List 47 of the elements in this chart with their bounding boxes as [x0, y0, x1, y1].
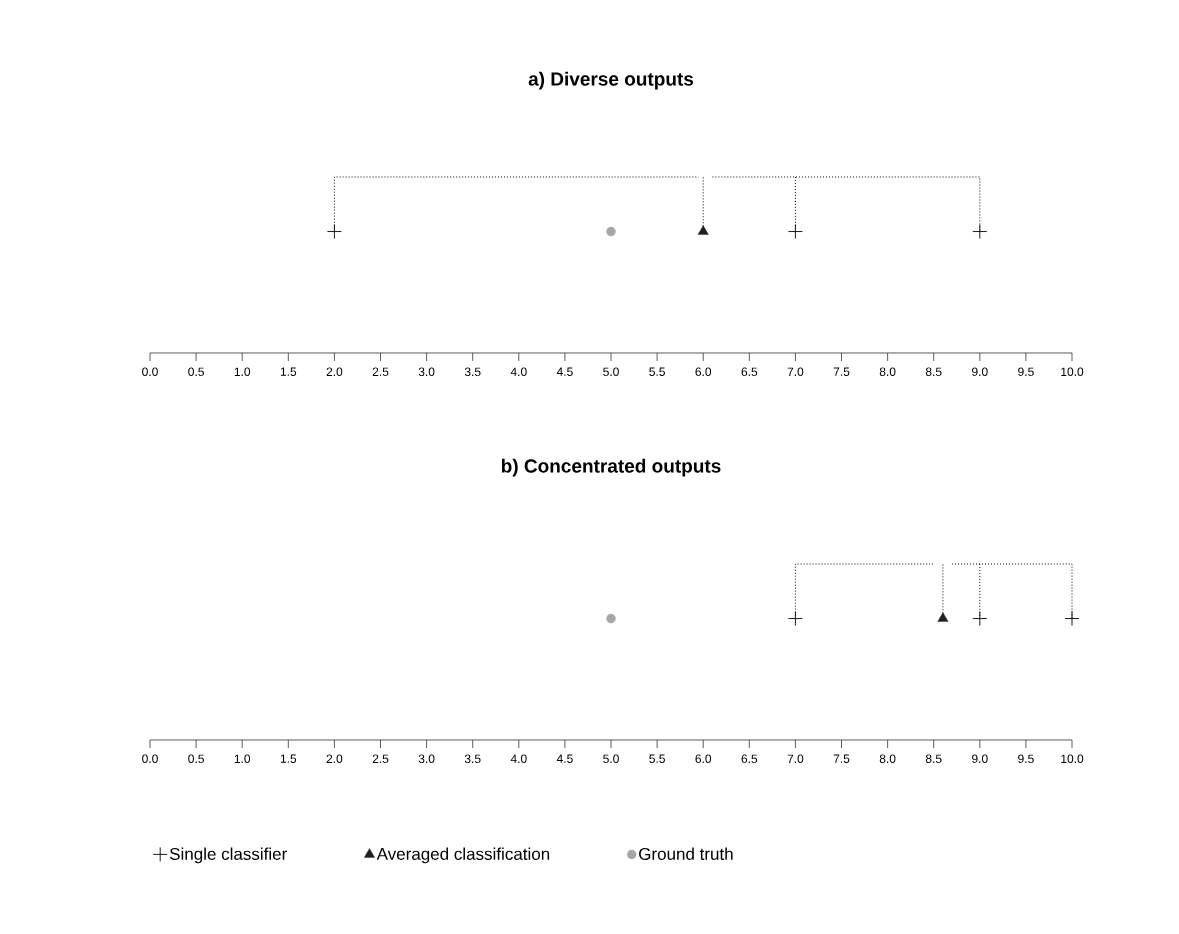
x-tick-label: 3.0 — [418, 754, 435, 764]
legend-label: Averaged classification — [376, 847, 550, 864]
x-tick-label: 2.5 — [372, 367, 389, 377]
x-tick-label: 7.5 — [833, 367, 850, 376]
x-tick-label: 4.0 — [510, 754, 527, 764]
x-tick-label: 0.0 — [142, 367, 158, 377]
x-tick-label: 9.0 — [972, 754, 988, 764]
x-tick-label: 10.0 — [1061, 367, 1084, 377]
x-tick-label: 8.0 — [879, 367, 896, 377]
x-tick-label: 9.5 — [1018, 754, 1034, 764]
x-tick-label: 6.0 — [695, 367, 712, 377]
x-tick-label: 0.5 — [188, 754, 204, 764]
x-tick-label: 1.0 — [234, 754, 251, 764]
x-tick-label: 5.5 — [649, 754, 665, 763]
legend-label: Ground truth — [639, 847, 733, 860]
chart-title: a) Diverse outputs — [528, 71, 694, 90]
legend-label: Single classifier — [169, 847, 287, 864]
x-tick-label: 0.5 — [188, 367, 204, 377]
x-tick-label: 4.5 — [556, 367, 573, 376]
x-tick-label: 10.0 — [1061, 754, 1084, 764]
x-tick-label: 3.5 — [464, 367, 481, 377]
x-tick-label: 9.0 — [972, 367, 988, 377]
chart-title: b) Concentrated outputs — [501, 458, 721, 477]
x-tick-label: 7.0 — [787, 754, 804, 764]
x-tick-label: 1.0 — [234, 367, 251, 377]
x-tick-label: 3.5 — [464, 754, 481, 764]
x-tick-label: 5.0 — [603, 754, 619, 764]
x-tick-label: 0.0 — [142, 754, 158, 764]
x-tick-label: 4.0 — [510, 367, 527, 377]
x-tick-label: 4.5 — [556, 754, 573, 763]
x-tick-label: 6.5 — [741, 367, 758, 377]
x-tick-label: 1.5 — [280, 367, 297, 376]
x-tick-label: 2.0 — [326, 754, 343, 764]
x-tick-label: 7.0 — [787, 367, 804, 377]
x-tick-label: 1.5 — [280, 754, 297, 763]
x-tick-label: 7.5 — [833, 754, 850, 763]
x-tick-label: 2.5 — [372, 754, 389, 764]
x-tick-label: 6.0 — [695, 754, 712, 764]
x-tick-label: 8.5 — [925, 754, 942, 764]
x-tick-label: 8.0 — [879, 754, 896, 764]
x-tick-label: 5.0 — [603, 367, 619, 377]
x-tick-label: 9.5 — [1018, 367, 1034, 377]
x-tick-label: 5.5 — [649, 367, 665, 376]
x-tick-label: 8.5 — [925, 367, 942, 377]
x-tick-label: 3.0 — [418, 367, 435, 377]
x-tick-label: 6.5 — [741, 754, 758, 764]
x-tick-label: 2.0 — [326, 367, 343, 377]
